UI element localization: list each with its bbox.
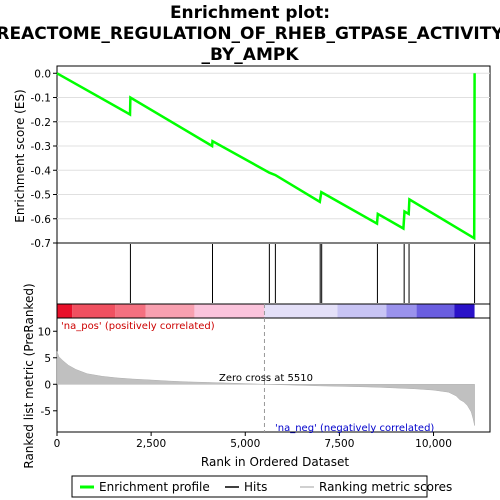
legend-label: Ranking metric scores [319, 480, 452, 494]
color-bar-segment [194, 304, 265, 318]
color-bar-segment [57, 304, 73, 318]
es-y-tick-label: -0.4 [31, 165, 52, 177]
positive-correlated-label: 'na_pos' (positively correlated) [61, 321, 215, 332]
color-bar-segment [115, 304, 146, 318]
ranked-x-tick-label: 2,500 [136, 438, 166, 450]
ranked-y-tick-label: 5 [44, 353, 51, 365]
ranked-x-tick-label: 10,000 [415, 438, 452, 450]
es-y-tick-label: -0.6 [31, 214, 52, 226]
legend-box [71, 475, 428, 498]
color-bar-segment [386, 304, 417, 318]
hits-panel-frame [56, 242, 491, 305]
ranked-x-tick-label: 7,500 [324, 438, 354, 450]
ranked-x-axis: 0 2,500 5,000 7,500 10,000 [54, 432, 452, 450]
ranking-color-bar [56, 303, 491, 319]
legend-label: Enrichment profile [99, 480, 210, 494]
chart-title-line-1: Enrichment plot: [170, 3, 330, 23]
ranked-y-axis-label: Ranked list metric (PreRanked) [22, 283, 36, 468]
es-y-tick-label: -0.3 [31, 141, 52, 153]
color-bar-segment [264, 304, 338, 318]
ranked-y-tick-label: 10 [38, 326, 51, 338]
es-y-tick-label: -0.7 [31, 238, 52, 250]
zero-cross-label: Zero cross at 5510 [219, 373, 313, 384]
legend: Enrichment profile Hits Ranking metric sco… [80, 480, 452, 494]
color-bar-segment [416, 304, 455, 318]
ranked-y-tick-label: 0 [44, 379, 51, 391]
negative-correlated-label: 'na_neg' (negatively correlated) [275, 423, 434, 434]
ranked-y-axis: 10 5 0 -5 [38, 326, 57, 418]
ranking-metric-fill [56, 351, 475, 426]
color-bar-segment [454, 304, 475, 318]
es-y-tick-label: -0.5 [31, 190, 52, 202]
ranked-x-axis-label: Rank in Ordered Dataset [201, 455, 349, 469]
chart-title-line-3: _BY_AMPK [201, 45, 299, 65]
color-bar-segment [145, 304, 195, 318]
ranked-y-tick-label: -5 [41, 406, 51, 418]
hits-marks [129, 244, 476, 303]
color-bar-segment [72, 304, 116, 318]
ranked-x-tick-label: 5,000 [230, 438, 260, 450]
color-bar-segment [337, 304, 387, 318]
ranked-x-tick-label: 0 [54, 438, 61, 450]
es-panel-frame [56, 65, 491, 244]
chart-title-line-2: REACTOME_REGULATION_OF_RHEB_GTPASE_ACTIV… [0, 24, 500, 44]
es-y-tick-label: 0.0 [34, 68, 51, 80]
es-y-tick-label: -0.2 [31, 117, 52, 129]
enrichment-profile-line [56, 72, 476, 241]
es-y-tick-label: -0.1 [31, 93, 52, 105]
es-y-axis: 0.0 -0.1 -0.2 -0.3 -0.4 -0.5 -0.6 -0.7 [31, 68, 57, 250]
ranked-panel-frame [56, 317, 491, 433]
ranking-metric-area [56, 351, 475, 426]
es-y-axis-label: Enrichment score (ES) [13, 89, 27, 222]
legend-label: Hits [244, 480, 267, 494]
